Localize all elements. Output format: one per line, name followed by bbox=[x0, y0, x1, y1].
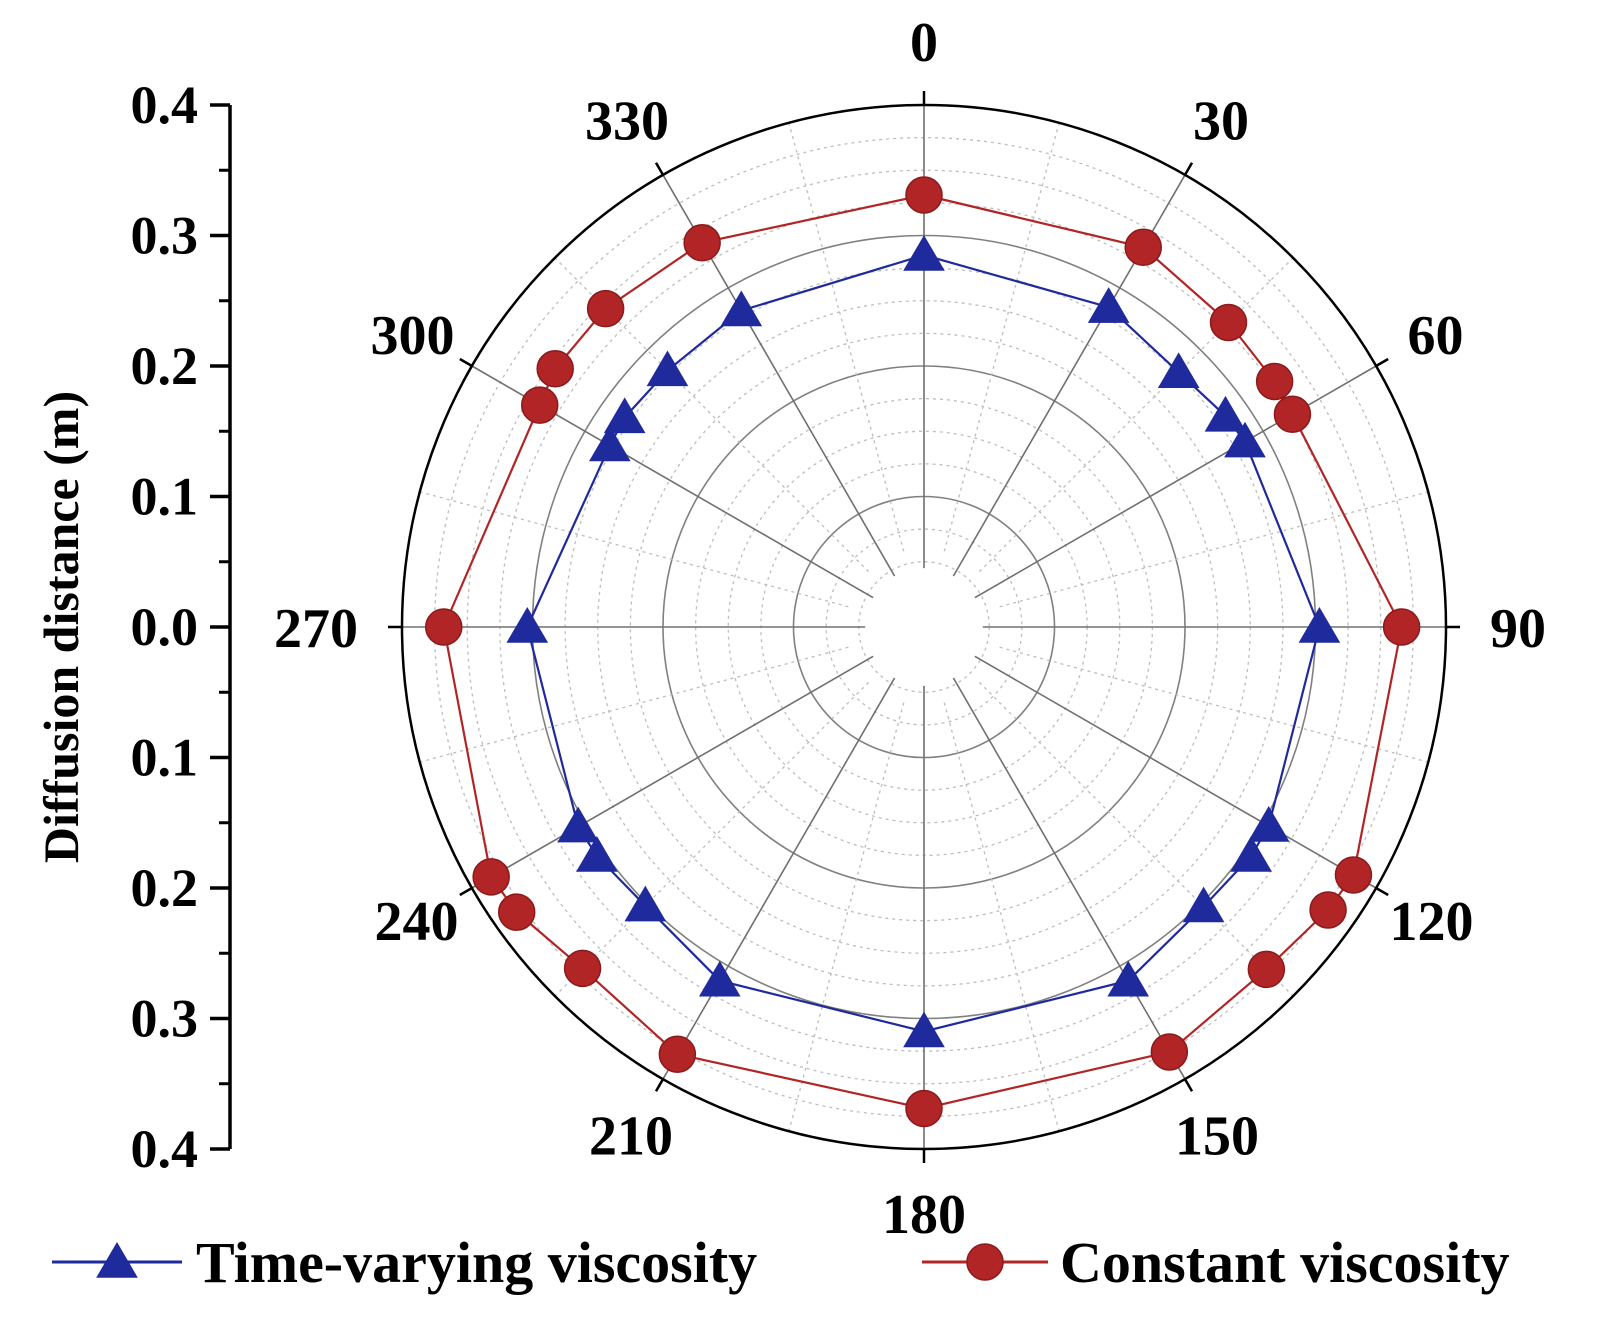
angle-label-60: 60 bbox=[1407, 305, 1463, 367]
radial-tick-label: 0.4 bbox=[131, 1119, 199, 1179]
angle-label-240: 240 bbox=[375, 891, 459, 953]
legend-marker-triangle bbox=[96, 1242, 138, 1278]
data-point-circle bbox=[683, 223, 721, 262]
data-point-circle bbox=[1209, 303, 1248, 342]
angle-label-30: 30 bbox=[1193, 91, 1249, 153]
data-point-triangle bbox=[1157, 352, 1200, 389]
angle-tick bbox=[1375, 886, 1389, 897]
data-point-circle bbox=[1334, 856, 1373, 894]
data-point-circle bbox=[536, 350, 574, 388]
angle-label-0: 0 bbox=[910, 12, 938, 74]
radial-tick-label: 0.0 bbox=[131, 597, 199, 657]
data-point-circle bbox=[905, 1089, 943, 1128]
angle-label-300: 300 bbox=[371, 305, 455, 367]
radial-axis: 0.4 0.3 0.2 0.1 0.0 0.1 0.2 0.3 0.4 Diffusion dis… bbox=[33, 75, 232, 1179]
data-point-triangle bbox=[698, 960, 741, 997]
data-point-triangle bbox=[646, 350, 689, 387]
data-point-triangle bbox=[557, 806, 599, 843]
data-point-triangle bbox=[1087, 287, 1130, 323]
data-point-triangle bbox=[1107, 960, 1150, 997]
data-point-circle bbox=[425, 608, 463, 646]
radial-tick-label: 0.2 bbox=[131, 336, 199, 396]
data-point-triangle bbox=[903, 235, 945, 271]
radial-tick-label: 0.4 bbox=[131, 75, 199, 135]
data-point-triangle bbox=[1247, 806, 1290, 842]
angle-label-330: 330 bbox=[585, 91, 669, 153]
radial-tick-label: 0.3 bbox=[131, 206, 199, 266]
data-point-triangle bbox=[1230, 836, 1272, 872]
data-point-triangle bbox=[576, 836, 618, 872]
data-point-circle bbox=[1247, 950, 1286, 989]
center-hole bbox=[865, 568, 983, 686]
angle-label-270: 270 bbox=[274, 598, 358, 660]
legend-marker-circle bbox=[966, 1243, 1004, 1281]
angle-label-150: 150 bbox=[1175, 1105, 1259, 1167]
angle-label-90: 90 bbox=[1490, 598, 1546, 660]
minor-grid-spoke bbox=[978, 257, 1294, 573]
data-point-circle bbox=[1309, 891, 1347, 929]
minor-grid-spoke bbox=[788, 122, 905, 552]
minor-grid-spoke bbox=[999, 491, 1429, 608]
data-point-circle bbox=[1382, 608, 1421, 646]
angle-tick bbox=[1375, 357, 1389, 368]
radial-tick-label: 0.2 bbox=[131, 858, 199, 918]
data-point-triangle bbox=[1182, 886, 1225, 923]
data-point-circle bbox=[905, 176, 943, 214]
angle-label-210: 210 bbox=[589, 1105, 673, 1167]
data-point-circle bbox=[658, 1035, 697, 1073]
angle-label-120: 120 bbox=[1389, 891, 1473, 953]
data-point-triangle bbox=[588, 425, 631, 462]
data-point-circle bbox=[563, 949, 602, 988]
angle-labels: 0 30 60 90 120 150 180 210 240 270 300 330 bbox=[274, 12, 1546, 1246]
major-grid-spoke bbox=[974, 365, 1377, 599]
data-point-triangle bbox=[1204, 395, 1247, 432]
data-point-triangle bbox=[1224, 421, 1266, 458]
major-grid-spoke bbox=[952, 677, 1186, 1080]
minor-grid-spoke bbox=[419, 491, 849, 608]
angle-tick bbox=[654, 162, 665, 176]
angle-tick bbox=[1183, 1078, 1194, 1092]
minor-grid-spoke bbox=[978, 681, 1294, 997]
series-time-varying bbox=[506, 235, 1341, 1048]
legend: Time-varying viscosity Constant viscosity bbox=[52, 1230, 1510, 1295]
radial-tick-label: 0.1 bbox=[131, 467, 199, 527]
data-point-triangle bbox=[1298, 607, 1341, 643]
minor-grid-spoke bbox=[554, 681, 870, 997]
data-point-triangle bbox=[720, 290, 763, 327]
minor-grid-spoke bbox=[999, 646, 1429, 763]
data-point-circle bbox=[497, 893, 536, 931]
angle-tick bbox=[459, 886, 473, 897]
series-constant bbox=[425, 176, 1421, 1128]
data-point-circle bbox=[1273, 395, 1312, 434]
data-point-triangle bbox=[624, 885, 667, 922]
radial-tick-label: 0.1 bbox=[131, 728, 199, 788]
data-point-circle bbox=[586, 289, 625, 328]
data-point-circle bbox=[1150, 1033, 1189, 1071]
y-axis-title: Diffusion distance (m) bbox=[33, 391, 89, 863]
minor-grid-spoke bbox=[419, 646, 849, 763]
minor-grid-spoke bbox=[943, 702, 1060, 1132]
data-point-circle bbox=[1255, 362, 1294, 401]
legend-label-time-varying: Time-varying viscosity bbox=[196, 1230, 757, 1295]
data-point-triangle bbox=[903, 1011, 945, 1048]
major-grid-spoke bbox=[471, 655, 874, 889]
data-point-circle bbox=[1124, 228, 1162, 267]
data-point-circle bbox=[520, 386, 559, 424]
major-grid-spoke bbox=[974, 655, 1377, 889]
data-point-triangle bbox=[506, 607, 549, 643]
angle-tick bbox=[459, 357, 473, 368]
series-layer bbox=[425, 176, 1421, 1128]
major-grid-spoke bbox=[662, 677, 896, 1080]
minor-grid-spoke bbox=[943, 122, 1060, 552]
data-point-triangle bbox=[603, 397, 646, 434]
angle-tick bbox=[1183, 162, 1194, 176]
angle-tick bbox=[654, 1078, 665, 1092]
data-point-circle bbox=[472, 858, 510, 896]
radial-tick-label: 0.3 bbox=[131, 989, 199, 1049]
legend-label-constant: Constant viscosity bbox=[1060, 1230, 1510, 1295]
minor-grid-spoke bbox=[788, 702, 905, 1132]
angle-label-180: 180 bbox=[882, 1184, 966, 1246]
